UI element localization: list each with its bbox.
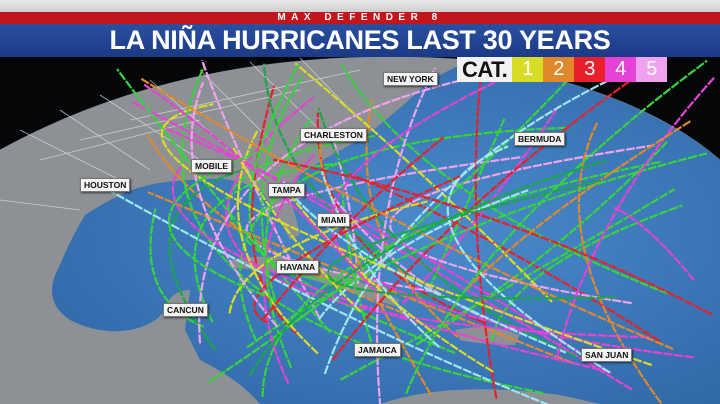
hurricane-track <box>264 117 313 369</box>
city-label-bermuda: BERMUDA <box>514 132 566 146</box>
hurricane-track <box>272 158 713 316</box>
hurricane-track <box>140 77 674 351</box>
hurricane-track <box>577 121 663 404</box>
hurricane-track <box>340 183 376 353</box>
hurricane-track <box>168 168 244 351</box>
hurricane-track <box>236 130 319 355</box>
legend-cat-2: 2 <box>543 57 575 82</box>
globe-limb-shade <box>0 56 720 161</box>
city-label-tampa: TAMPA <box>268 183 305 197</box>
city-label-houston: HOUSTON <box>80 178 131 192</box>
city-label-cancun: CANCUN <box>163 303 208 317</box>
city-label-jamaica: JAMAICA <box>354 343 401 357</box>
hurricane-track <box>318 189 529 320</box>
hurricane-track <box>198 73 485 344</box>
city-label-charleston: CHARLESTON <box>300 128 367 142</box>
hurricane-track <box>446 145 611 374</box>
hurricane-track <box>474 69 498 399</box>
top-strip <box>0 0 720 12</box>
hurricane-track <box>389 144 655 305</box>
hurricane-track <box>320 170 440 348</box>
city-label-havana: HAVANA <box>276 260 320 274</box>
hurricane-track <box>613 206 695 281</box>
hurricane-track <box>245 155 523 293</box>
hurricane-track <box>149 208 205 328</box>
legend-cat-5: 5 <box>636 57 668 82</box>
brand-banner: MAX DEFENDER 8 <box>0 12 720 24</box>
south-america-land <box>380 389 600 404</box>
category-legend: CAT. 1 2 3 4 5 <box>457 57 668 82</box>
city-label-san-juan: SAN JUAN <box>581 348 633 362</box>
hurricane-track <box>365 99 459 338</box>
hurricane-track <box>415 141 668 346</box>
hurricane-track <box>160 103 653 367</box>
hurricane-track <box>190 81 279 328</box>
hurricane-track <box>287 191 494 373</box>
hurricane-track <box>143 83 378 295</box>
hurricane-track <box>282 180 567 354</box>
hurricane-track <box>248 159 607 376</box>
hurricane-track <box>227 134 456 354</box>
hurricane-track <box>317 107 577 358</box>
page-title: LA NIÑA HURRICANES LAST 30 YEARS <box>0 24 720 57</box>
legend-label: CAT. <box>457 57 513 82</box>
hurricane-track <box>294 62 553 303</box>
hurricane-track <box>193 161 345 323</box>
hurricane-track <box>316 112 485 324</box>
hurricane-track <box>555 76 716 358</box>
hurricane-track <box>340 64 669 295</box>
hurricane-track <box>330 61 694 359</box>
hurricane-track <box>405 59 708 395</box>
hurricane-track <box>246 152 707 349</box>
legend-cat-3: 3 <box>574 57 606 82</box>
legend-cat-4: 4 <box>605 57 637 82</box>
hurricane-track <box>116 68 332 333</box>
city-label-miami: MIAMI <box>317 213 351 227</box>
north-america-land <box>0 56 470 404</box>
hurricane-track <box>327 179 616 300</box>
hurricane-track <box>101 185 550 404</box>
hurricane-track <box>232 147 362 313</box>
hurricane-track <box>348 172 661 343</box>
hurricane-track <box>464 119 692 291</box>
hurricane-track <box>248 63 348 282</box>
state-borders <box>0 57 361 211</box>
hurricane-track <box>323 73 622 375</box>
city-label-mobile: MOBILE <box>191 159 233 173</box>
hurricane-track <box>262 63 445 298</box>
legend-cat-1: 1 <box>512 57 544 82</box>
city-label-new-york: NEW YORK <box>383 72 438 86</box>
